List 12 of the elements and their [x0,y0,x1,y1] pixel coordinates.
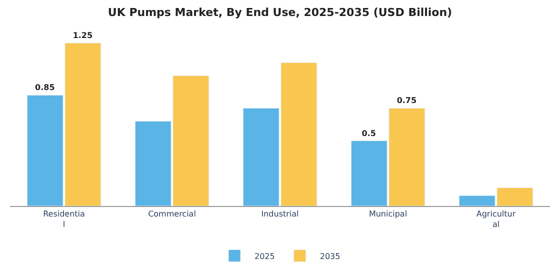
x-tick-label: Municipal [368,210,408,219]
x-tick-label: Agricultural [476,210,516,229]
legend-label: 2035 [320,252,340,261]
chart-title: UK Pumps Market, By End Use, 2025-2035 (USD Billion) [108,6,452,20]
data-label: 1.25 [72,31,93,40]
x-tick-label: Industrial [261,210,299,219]
x-tick-label: Residential [43,210,86,229]
legend-label: 2025 [254,252,275,261]
x-tick-label: Commercial [148,210,196,219]
data-label: 0.85 [35,83,56,92]
data-label: 0.5 [362,128,376,138]
data-label: 0.75 [396,96,417,106]
